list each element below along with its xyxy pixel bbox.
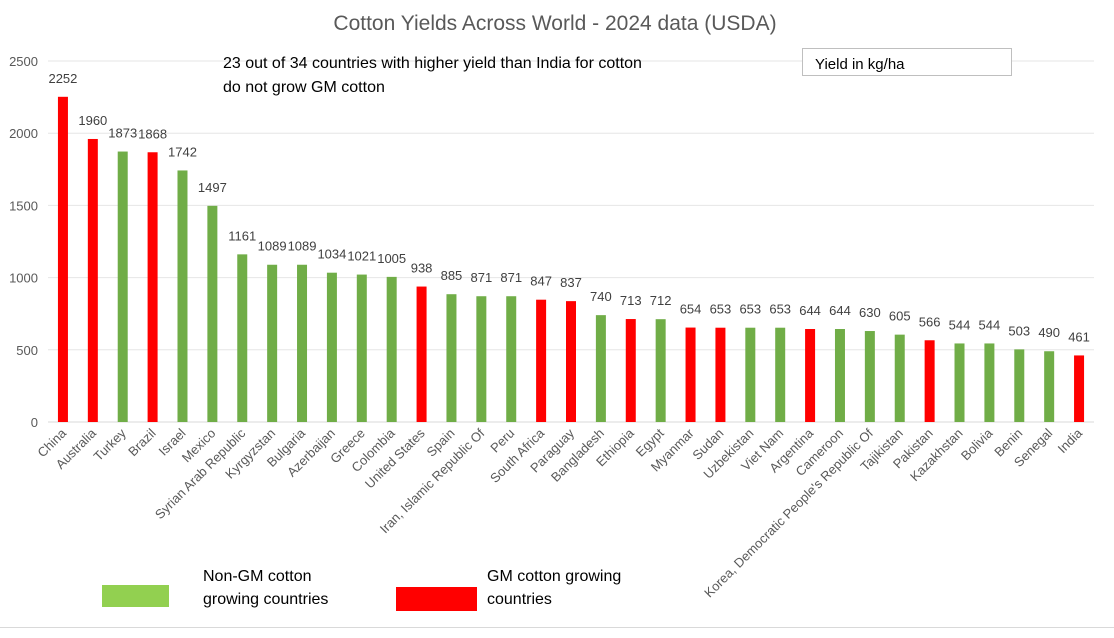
data-label: 837 [560,275,582,290]
bar [745,327,756,422]
bar [506,296,517,422]
data-label: 630 [859,305,881,320]
legend-label-non-gm: Non-GM cotton growing countries [203,565,373,611]
data-label: 1742 [168,144,197,159]
bar [805,329,816,422]
data-label: 871 [500,270,522,285]
y-tick-label: 1500 [9,198,38,213]
data-label: 653 [710,302,732,317]
bar [954,343,965,422]
bar [715,327,726,422]
y-tick-label: 0 [31,415,38,430]
data-label: 2252 [48,71,77,86]
data-label: 712 [650,293,672,308]
data-label: 644 [829,303,851,318]
x-tick-label: Turkey [90,425,129,464]
data-label: 713 [620,293,642,308]
bar [237,254,248,422]
data-label: 503 [1008,323,1030,338]
bar [117,151,128,422]
data-label: 938 [411,261,433,276]
data-label: 871 [470,270,492,285]
legend-swatch-non-gm [102,585,169,607]
bar [147,152,158,422]
chart-title: Cotton Yields Across World - 2024 data (… [333,12,777,35]
bar [446,294,457,422]
legend-label-gm-line1: GM cotton growing [487,568,622,585]
y-tick-label: 2500 [9,54,38,69]
bar [416,286,427,422]
bar [356,274,367,422]
x-tick-label: Bolivia [958,425,996,463]
bar [894,334,905,422]
unit-label-box: Yield in kg/ha [802,48,1012,76]
bar [1014,349,1025,422]
data-label: 1873 [108,126,137,141]
chart-annotation: 23 out of 34 countries with higher yield… [223,55,642,96]
data-label: 1868 [138,126,167,141]
bar [655,319,666,422]
bar [1044,351,1055,422]
data-label: 653 [769,302,791,317]
data-label: 1089 [288,239,317,254]
y-tick-label: 2000 [9,126,38,141]
x-tick-label: India [1055,425,1086,456]
data-label: 885 [441,268,463,283]
bar [326,272,337,422]
bar [685,327,696,422]
data-label: 605 [889,309,911,324]
data-label: 654 [680,302,702,317]
data-label: 1960 [78,113,107,128]
bar [864,331,875,422]
data-label: 644 [799,303,821,318]
y-tick-label: 500 [16,343,38,358]
legend-label-gm: GM cotton growing countries [487,565,657,611]
y-tick-label: 1000 [9,271,38,286]
data-label: 1089 [258,239,287,254]
bar [984,343,995,422]
data-label: 461 [1068,329,1090,344]
legend-label-gm-line2: countries [487,591,552,608]
data-label: 490 [1038,325,1060,340]
data-label: 544 [949,317,971,332]
legend-label-non-gm-line2: growing countries [203,591,329,608]
bar [267,264,278,422]
bar [1074,355,1085,422]
data-label: 740 [590,289,612,304]
x-tick-label: Brazil [125,425,159,459]
bar [297,264,308,422]
bar [57,96,68,422]
bar [87,138,98,422]
bar [775,327,786,422]
data-label: 566 [919,314,941,329]
bottom-divider [0,627,1114,628]
bar [177,170,188,422]
bar [924,340,935,422]
bar [625,319,636,422]
bar [476,296,487,422]
data-label: 544 [979,317,1001,332]
data-label: 1021 [347,249,376,264]
data-label: 1497 [198,180,227,195]
bar [386,276,397,422]
bar [566,301,576,422]
legend-swatch-gm [396,587,477,611]
bar [834,329,845,422]
data-label: 1161 [228,228,256,243]
bar [207,205,218,422]
bar [536,299,547,422]
legend-label-non-gm-line1: Non-GM cotton [203,568,312,585]
data-label: 1034 [317,247,346,262]
data-label: 653 [739,302,761,317]
data-label: 1005 [377,251,406,266]
data-label: 847 [530,274,552,289]
bar [595,315,606,422]
